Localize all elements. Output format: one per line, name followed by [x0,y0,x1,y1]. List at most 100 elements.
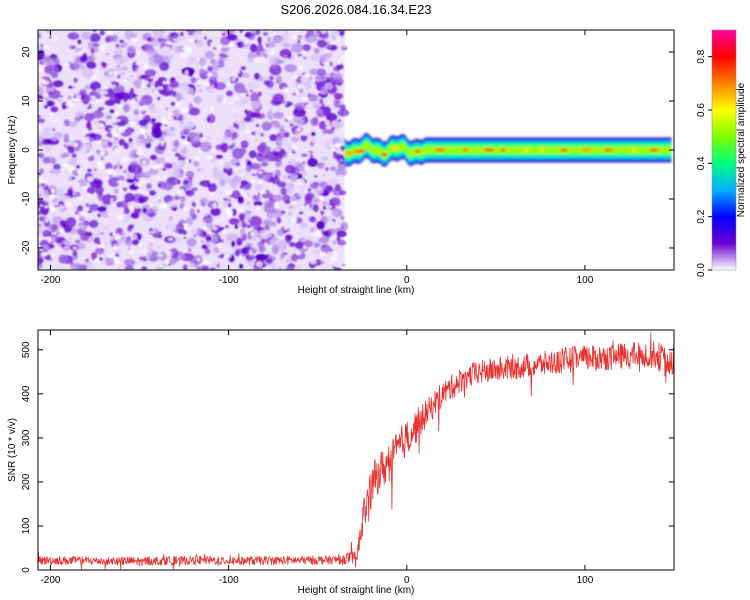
noise-blob [43,138,53,144]
noise-blob [193,95,202,105]
noise-blob [88,203,100,212]
noise-gap [159,203,168,209]
noise-blob [219,30,226,34]
noise-blob [126,178,135,184]
noise-blob [339,104,346,112]
noise-gap [296,66,304,70]
noise-blob [254,184,263,191]
noise-blob [89,132,96,139]
noise-blob [219,179,226,187]
noise-blob [43,96,51,102]
noise-gap [248,227,254,231]
noise-blob [235,162,241,167]
noise-blob [79,144,91,154]
noise-gap [85,152,92,157]
snr-x-axis-label: Height of straight line (km) [298,585,415,596]
noise-blob [193,260,199,266]
noise-blob [77,205,84,212]
noise-blob [199,132,203,138]
noise-blob [171,169,181,177]
noise-blob [284,64,298,73]
noise-blob [310,137,316,143]
noise-blob [238,213,246,221]
noise-gap [183,224,188,230]
noise-blob [177,179,181,185]
signal-peak [435,148,446,152]
noise-blob [257,36,263,44]
noise-blob [309,68,319,76]
noise-blob [227,202,232,208]
noise-gap [110,138,114,143]
noise-gap [129,205,135,212]
noise-blob [170,32,179,39]
noise-blob [341,263,346,267]
noise-gap [76,95,82,101]
noise-blob [79,55,88,63]
noise-blob [89,266,96,270]
noise-blob [120,56,129,63]
spectrogram-y-tick-label: 0 [21,147,32,153]
noise-blob [320,260,325,265]
noise-blob [115,115,129,126]
noise-gap [323,61,330,66]
noise-gap [103,137,111,140]
noise-blob [322,127,327,135]
noise-blob [238,123,246,131]
noise-blob [89,219,99,229]
noise-gap [315,229,322,236]
figure-title: S206.2026.084.16.34.E23 [280,2,431,17]
noise-blob [314,174,318,178]
noise-blob [80,65,85,70]
noise-blob [282,42,292,48]
noise-blob [86,61,97,69]
noise-blob [160,46,172,56]
noise-blob [175,93,182,102]
noise-blob [205,135,211,144]
noise-blob [262,219,272,228]
noise-gap [318,195,325,201]
noise-blob [156,160,160,164]
noise-gap [86,225,91,231]
noise-gap [130,121,137,126]
noise-blob [101,225,105,229]
signal-peak [414,149,421,153]
noise-gap [106,167,113,175]
noise-blob [86,106,91,110]
noise-blob [144,198,148,202]
noise-blob [207,86,214,95]
noise-blob [284,199,291,205]
spectrogram-x-tick-label: -200 [40,275,60,286]
noise-blob [299,221,305,229]
noise-blob [257,91,262,97]
noise-gap [302,96,310,103]
noise-gap [142,160,146,165]
noise-gap [58,204,64,210]
noise-blob [321,244,326,248]
noise-gap [162,175,167,179]
noise-blob [148,190,157,196]
noise-gap [118,188,123,193]
noise-gap [164,157,169,162]
noise-gap [96,161,102,166]
noise-blob [177,146,182,150]
noise-blob [298,164,305,171]
noise-blob [168,263,171,266]
noise-blob [281,204,285,208]
noise-blob [45,64,60,76]
noise-gap [228,41,236,48]
noise-gap [253,57,261,63]
noise-gap [39,204,44,207]
noise-blob [102,233,108,240]
noise-blob [271,177,281,185]
noise-blob [67,147,75,154]
noise-blob [38,31,42,37]
noise-blob [251,229,259,241]
noise-blob [205,235,212,241]
noise-blob [231,142,236,148]
noise-gap [114,233,121,240]
noise-blob [38,152,45,159]
noise-blob [114,188,119,194]
snr-x-tick-label: 100 [577,575,594,586]
noise-blob [319,98,324,105]
noise-blob [340,215,345,221]
